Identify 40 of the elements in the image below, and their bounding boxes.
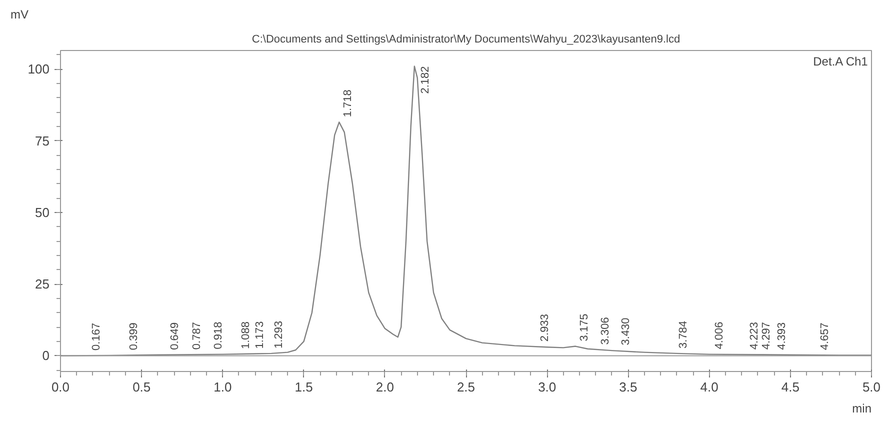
x-tick-label: 1.0 xyxy=(214,380,232,394)
y-tick-label: 0 xyxy=(42,348,50,364)
annotation: 3.175 xyxy=(578,314,590,342)
x-tick-label: 1.5 xyxy=(294,380,313,394)
x-tick-label: 2.0 xyxy=(376,380,394,394)
annotation: 0.918 xyxy=(212,322,224,350)
x-tick-label: 3.5 xyxy=(619,380,638,394)
y-tick-label: 100 xyxy=(28,62,50,77)
annotation: 2.182 xyxy=(419,66,432,94)
annotation: 0.649 xyxy=(168,322,181,350)
annotation: 1.718 xyxy=(342,90,354,118)
annotation: 0.787 xyxy=(191,322,204,350)
annotation: 4.006 xyxy=(713,322,726,350)
annotation: 1.088 xyxy=(240,321,252,350)
annotation: 1.173 xyxy=(254,321,266,349)
annotation: 0.167 xyxy=(90,322,103,350)
annotation: 3.784 xyxy=(677,320,690,348)
annotation: 4.223 xyxy=(748,322,760,350)
x-tick-label: 4.0 xyxy=(700,380,718,394)
annotation: 4.297 xyxy=(760,322,772,350)
annotation: 3.430 xyxy=(620,318,632,346)
annotation: 3.306 xyxy=(600,317,612,345)
y-tick-label: 75 xyxy=(35,133,50,148)
y-tick-label: 50 xyxy=(35,204,50,220)
annotation: 4.657 xyxy=(818,322,831,350)
x-axis-title: min xyxy=(852,402,872,416)
x-tick-label: 4.5 xyxy=(781,380,800,394)
annotation: 2.933 xyxy=(539,314,552,342)
x-tick-label: 0.5 xyxy=(132,380,151,394)
x-tick-label: 5.0 xyxy=(862,380,881,394)
annotation: Det.A Ch1 xyxy=(813,54,868,68)
y-axis-title: mV xyxy=(10,8,28,22)
annotation: 4.393 xyxy=(776,322,788,350)
chart-title: C:\Documents and Settings\Administrator\My Documents\Wahyu_2023\kayusanten9.lcd xyxy=(252,34,680,46)
y-tick-label: 25 xyxy=(35,276,50,292)
x-tick-label: 0.0 xyxy=(51,380,70,394)
annotation: 1.293 xyxy=(273,320,286,348)
x-tick-label: 3.0 xyxy=(538,380,556,394)
x-tick-label: 2.5 xyxy=(456,380,476,394)
annotation: 0.399 xyxy=(128,322,140,350)
